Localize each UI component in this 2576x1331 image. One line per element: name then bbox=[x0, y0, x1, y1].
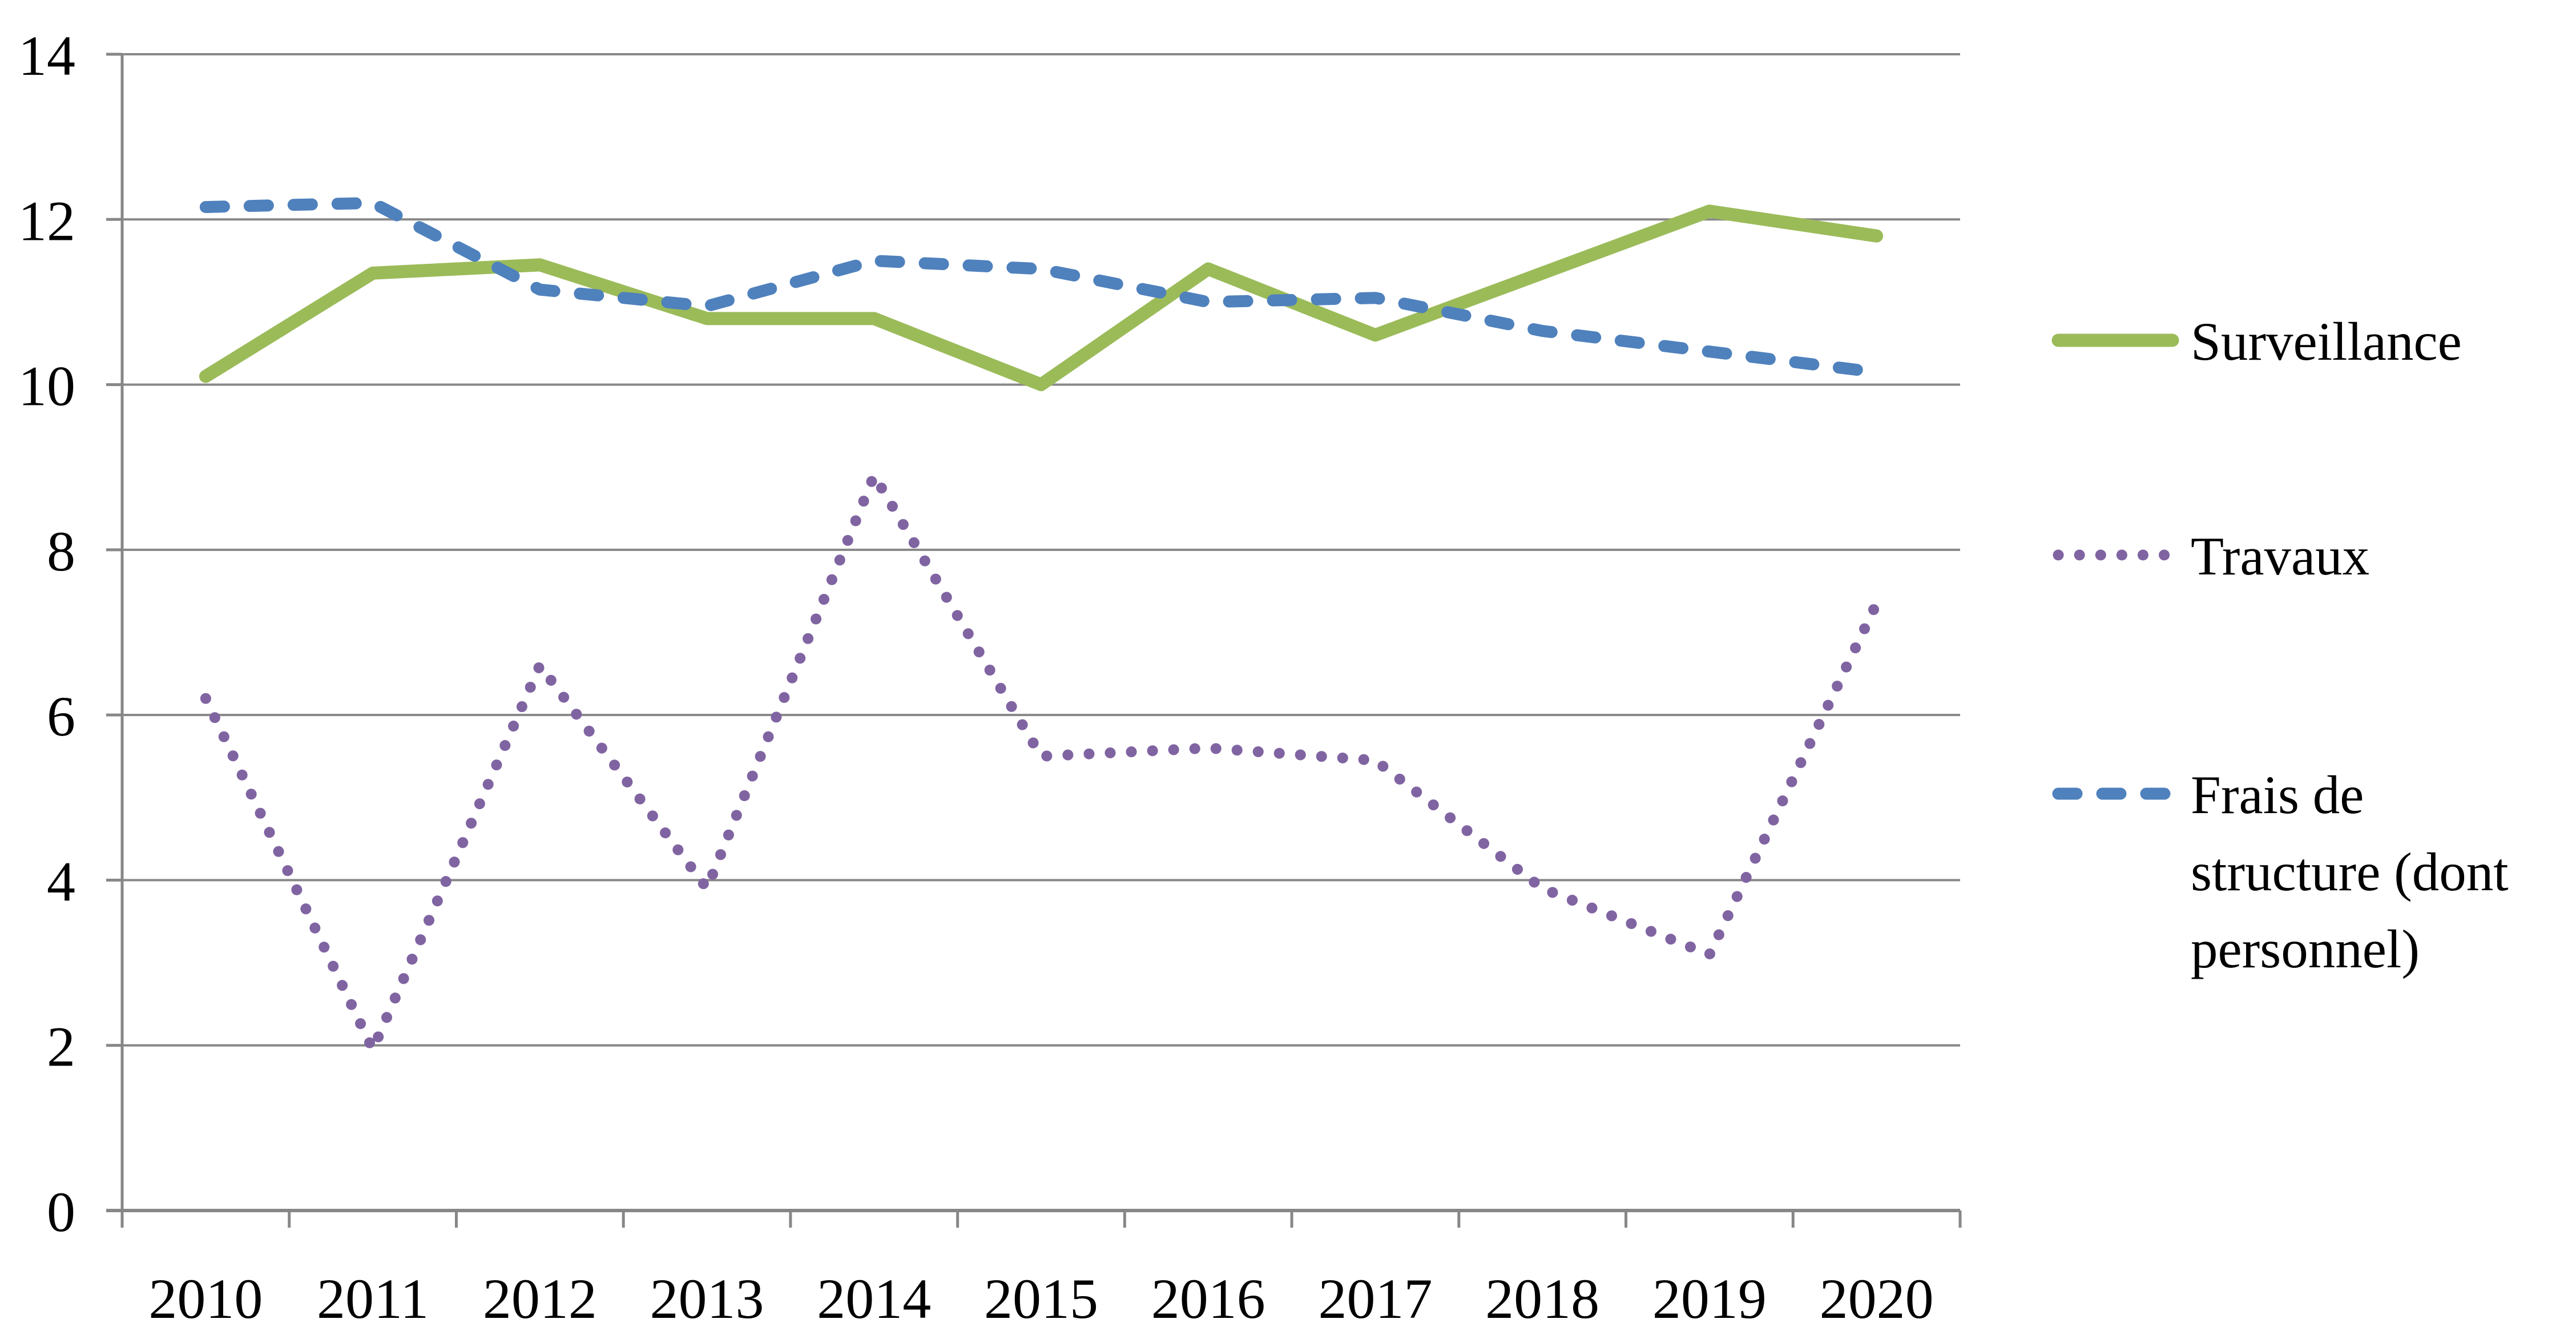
x-axis-label: 2014 bbox=[817, 1267, 931, 1330]
x-axis-label: 2011 bbox=[317, 1267, 429, 1330]
y-axis-label: 2 bbox=[47, 1015, 75, 1079]
x-axis-label: 2019 bbox=[1652, 1267, 1767, 1330]
y-axis-label: 6 bbox=[47, 685, 75, 748]
legend-label: Frais de bbox=[2191, 765, 2364, 825]
x-axis-label: 2018 bbox=[1485, 1267, 1599, 1330]
y-axis-label: 4 bbox=[47, 850, 75, 913]
x-axis-label: 2010 bbox=[148, 1267, 263, 1330]
legend-label: Surveillance bbox=[2191, 311, 2462, 372]
y-axis-label: 12 bbox=[18, 189, 75, 252]
x-axis-label: 2015 bbox=[984, 1267, 1098, 1330]
legend-label: personnel) bbox=[2191, 919, 2420, 979]
y-axis-label: 10 bbox=[18, 355, 75, 418]
series-line-surveillance bbox=[199, 204, 1884, 392]
x-axis-label: 2016 bbox=[1151, 1267, 1265, 1330]
y-axis-label: 0 bbox=[47, 1180, 75, 1244]
legend-label: Travaux bbox=[2191, 526, 2369, 586]
x-axis-label: 2012 bbox=[483, 1267, 597, 1330]
x-axis-label: 2020 bbox=[1820, 1267, 1934, 1330]
y-axis-label: 8 bbox=[47, 520, 75, 583]
x-axis-label: 2017 bbox=[1318, 1267, 1432, 1330]
legend-label: structure (dont bbox=[2191, 842, 2509, 902]
x-axis-label: 2013 bbox=[650, 1267, 764, 1330]
y-axis-label: 14 bbox=[18, 24, 75, 87]
series-line-frais-de-structure-dont-personnel bbox=[199, 196, 1883, 379]
